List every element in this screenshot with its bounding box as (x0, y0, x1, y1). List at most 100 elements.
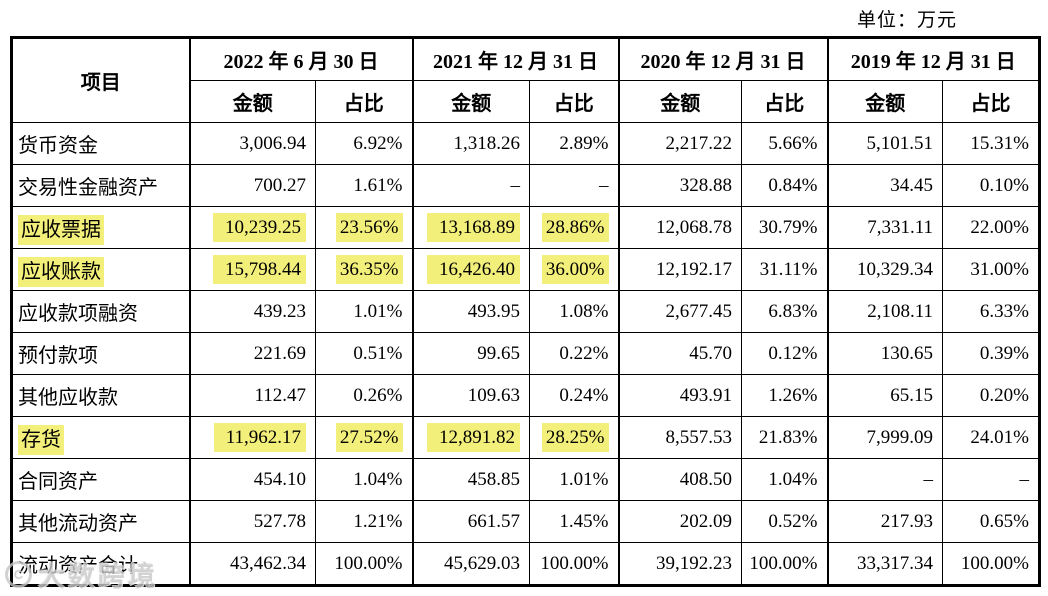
amount-cell: 493.91 (617, 374, 742, 417)
ratio-cell: 36.00% (529, 248, 619, 291)
amount-cell: 15,798.44 (188, 248, 316, 291)
row-label-cell: 应收款项融资 (11, 290, 190, 333)
row-label-cell: 应收票据 (11, 206, 190, 249)
amount-cell: 2,217.22 (617, 122, 742, 165)
amount-cell: 2,108.11 (826, 290, 943, 333)
ratio-cell: 31.00% (942, 248, 1040, 291)
cell-value: 0.51% (353, 342, 403, 364)
amount-cell: 99.65 (411, 332, 530, 375)
cell-value: 1.01% (559, 468, 609, 490)
amount-cell: 11,962.17 (188, 416, 316, 459)
amount-cell: 527.78 (188, 500, 316, 543)
cell-value: – (599, 174, 609, 196)
amount-cell: 202.09 (617, 500, 742, 543)
cell-value: 6.92% (353, 132, 403, 154)
cell-value: 1.26% (768, 384, 818, 406)
table-header: 项目 2022 年 6 月 30 日 2021 年 12 月 31 日 2020… (11, 37, 1040, 123)
cell-value: 109.63 (467, 384, 520, 406)
cell-value: 1.04% (353, 468, 403, 490)
cell-value: 0.22% (559, 342, 609, 364)
cell-value: 11,962.17 (213, 422, 306, 452)
cell-value: 27.52% (335, 422, 403, 452)
cell-value: 112.47 (254, 384, 306, 406)
ratio-cell: 6.83% (741, 290, 828, 333)
column-header-amount: 金额 (188, 80, 316, 123)
cell-value: 31.11% (759, 258, 818, 280)
ratio-cell: 0.51% (315, 332, 413, 375)
row-label: 应收账款 (18, 257, 104, 287)
amount-cell: 10,239.25 (188, 206, 316, 249)
amount-cell: 217.93 (826, 500, 943, 543)
ratio-cell: 31.11% (741, 248, 828, 291)
table-row: 应收款项融资 439.23 1.01% 493.95 1.08% 2,677.45 6.83… (11, 290, 1040, 333)
amount-cell: 3,006.94 (188, 122, 316, 165)
table-row: 交易性金融资产 700.27 1.61% – – 328.88 0.84% 34.45 0.10… (11, 164, 1040, 207)
amount-cell: 43,462.34 (188, 542, 316, 586)
ratio-cell: 100.00% (315, 542, 413, 586)
cell-value: 33,317.34 (857, 552, 933, 574)
amount-cell: 16,426.40 (411, 248, 530, 291)
column-header-amount: 金额 (411, 80, 530, 123)
amount-cell: 2,677.45 (617, 290, 742, 333)
ratio-cell: 0.84% (741, 164, 828, 207)
row-label-cell: 货币资金 (11, 122, 190, 165)
cell-value: 700.27 (253, 174, 306, 196)
ratio-cell: 22.00% (942, 206, 1040, 249)
column-header-ratio: 占比 (942, 80, 1040, 123)
ratio-cell: 0.39% (942, 332, 1040, 375)
amount-cell: 7,331.11 (826, 206, 943, 249)
row-label-cell: 交易性金融资产 (11, 164, 190, 207)
row-label-cell: 预付款项 (11, 332, 190, 375)
cell-value: 21.83% (758, 426, 818, 448)
amount-cell: 12,192.17 (617, 248, 742, 291)
ratio-cell: 1.01% (315, 290, 413, 333)
cell-value: 36.00% (541, 254, 609, 284)
cell-value: 2.89% (559, 132, 609, 154)
cell-value: 12,192.17 (656, 258, 732, 280)
ratio-cell: 24.01% (942, 416, 1040, 459)
amount-cell: 454.10 (188, 458, 316, 501)
cell-value: 527.78 (253, 510, 306, 532)
ratio-cell: 1.61% (315, 164, 413, 207)
cell-value: 5.66% (768, 132, 818, 154)
amount-cell: 65.15 (826, 374, 943, 417)
ratio-cell: 0.12% (741, 332, 828, 375)
cell-value: 1.04% (768, 468, 818, 490)
cell-value: 100.00% (540, 552, 609, 574)
table-row: 应收账款 15,798.44 36.35% 16,426.40 36.00% 12,192… (11, 248, 1040, 291)
row-label-cell: 应收账款 (11, 248, 190, 291)
cell-value: 100.00% (960, 552, 1029, 574)
amount-cell: 13,168.89 (411, 206, 530, 249)
column-header-period-2019: 2019 年 12 月 31 日 (826, 37, 1040, 81)
cell-value: – (1019, 468, 1030, 490)
cell-value: 15,798.44 (213, 254, 306, 284)
cell-value: 217.93 (880, 510, 933, 532)
table-row: 预付款项 221.69 0.51% 99.65 0.22% 45.70 0.12% 130.6… (11, 332, 1040, 375)
ratio-cell: 6.33% (942, 290, 1040, 333)
ratio-cell: – (942, 458, 1040, 501)
cell-value: 43,462.34 (230, 552, 306, 574)
row-label: 交易性金融资产 (18, 177, 158, 199)
cell-value: 1.61% (353, 174, 403, 196)
current-assets-table: 项目 2022 年 6 月 30 日 2021 年 12 月 31 日 2020… (10, 36, 1041, 587)
cell-value: 0.39% (979, 342, 1029, 364)
column-header-period-2022: 2022 年 6 月 30 日 (188, 37, 413, 81)
row-label-cell: 流动资产合计 (11, 542, 190, 586)
table-row: 其他应收款 112.47 0.26% 109.63 0.24% 493.91 1.26% 65… (11, 374, 1040, 417)
cell-value: 45.70 (689, 342, 732, 364)
cell-value: 0.24% (559, 384, 609, 406)
ratio-cell: 0.22% (529, 332, 619, 375)
cell-value: 15.31% (970, 132, 1029, 154)
ratio-cell: 100.00% (529, 542, 619, 586)
ratio-cell: 0.26% (315, 374, 413, 417)
table-row: 货币资金 3,006.94 6.92% 1,318.26 2.89% 2,217.22 5.… (11, 122, 1040, 165)
amount-cell: 45,629.03 (411, 542, 530, 586)
cell-value: 13,168.89 (427, 212, 520, 242)
row-label: 货币资金 (18, 135, 98, 157)
cell-value: 2,108.11 (867, 300, 933, 322)
ratio-cell: 0.65% (942, 500, 1040, 543)
header-row-periods: 项目 2022 年 6 月 30 日 2021 年 12 月 31 日 2020… (11, 37, 1040, 123)
amount-cell: 12,068.78 (617, 206, 742, 249)
amount-cell: 493.95 (411, 290, 530, 333)
cell-value: 10,239.25 (213, 212, 306, 242)
